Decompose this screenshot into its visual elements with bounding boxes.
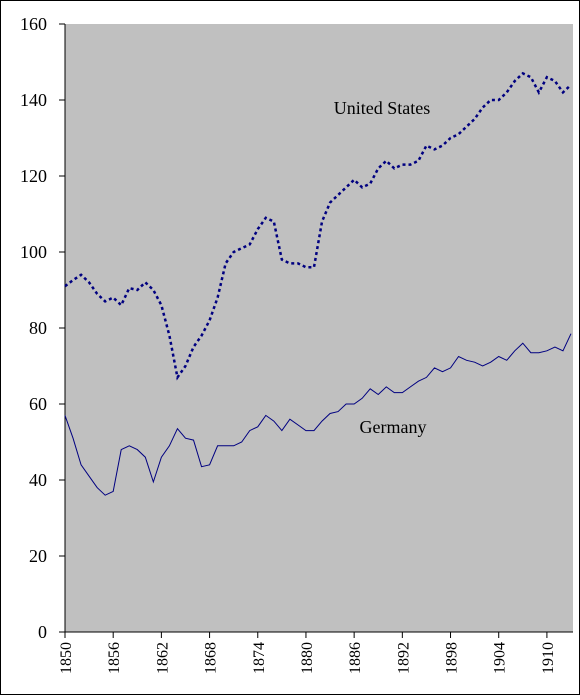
y-tick-label: 0 bbox=[38, 622, 47, 642]
x-tick-label: 1892 bbox=[395, 642, 412, 674]
y-tick-label: 100 bbox=[20, 242, 47, 262]
x-tick-label: 1898 bbox=[444, 642, 461, 674]
x-tick-label: 1862 bbox=[154, 642, 171, 674]
x-tick-label: 1856 bbox=[106, 642, 123, 674]
x-tick-label: 1874 bbox=[251, 642, 268, 674]
x-tick-label: 1868 bbox=[203, 642, 220, 674]
y-tick-label: 140 bbox=[20, 90, 47, 110]
series-label: Germany bbox=[360, 417, 427, 437]
y-tick-label: 60 bbox=[29, 394, 47, 414]
y-tick-label: 20 bbox=[29, 546, 47, 566]
y-tick-label: 80 bbox=[29, 318, 47, 338]
y-tick-label: 40 bbox=[29, 470, 47, 490]
y-tick-label: 160 bbox=[20, 14, 47, 34]
x-tick-label: 1850 bbox=[58, 642, 75, 674]
plot-area bbox=[65, 24, 573, 632]
x-tick-label: 1886 bbox=[347, 642, 364, 674]
x-tick-label: 1910 bbox=[540, 642, 557, 674]
x-tick-label: 1904 bbox=[492, 642, 509, 674]
series-label: United States bbox=[334, 98, 431, 118]
y-tick-label: 120 bbox=[20, 166, 47, 186]
x-tick-label: 1880 bbox=[299, 642, 316, 674]
series-line bbox=[64, 333, 572, 496]
